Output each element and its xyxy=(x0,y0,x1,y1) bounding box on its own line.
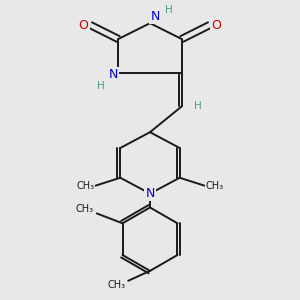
Text: O: O xyxy=(79,19,88,32)
Text: CH₃: CH₃ xyxy=(205,181,224,191)
Text: CH₃: CH₃ xyxy=(76,181,95,191)
Text: H: H xyxy=(194,101,201,111)
Text: N: N xyxy=(109,68,118,81)
Text: CH₃: CH₃ xyxy=(107,280,125,290)
Text: CH₃: CH₃ xyxy=(76,204,94,214)
Text: N: N xyxy=(150,10,160,23)
Text: O: O xyxy=(212,19,221,32)
Text: H: H xyxy=(97,81,104,91)
Text: H: H xyxy=(165,5,173,15)
Text: N: N xyxy=(145,187,155,200)
